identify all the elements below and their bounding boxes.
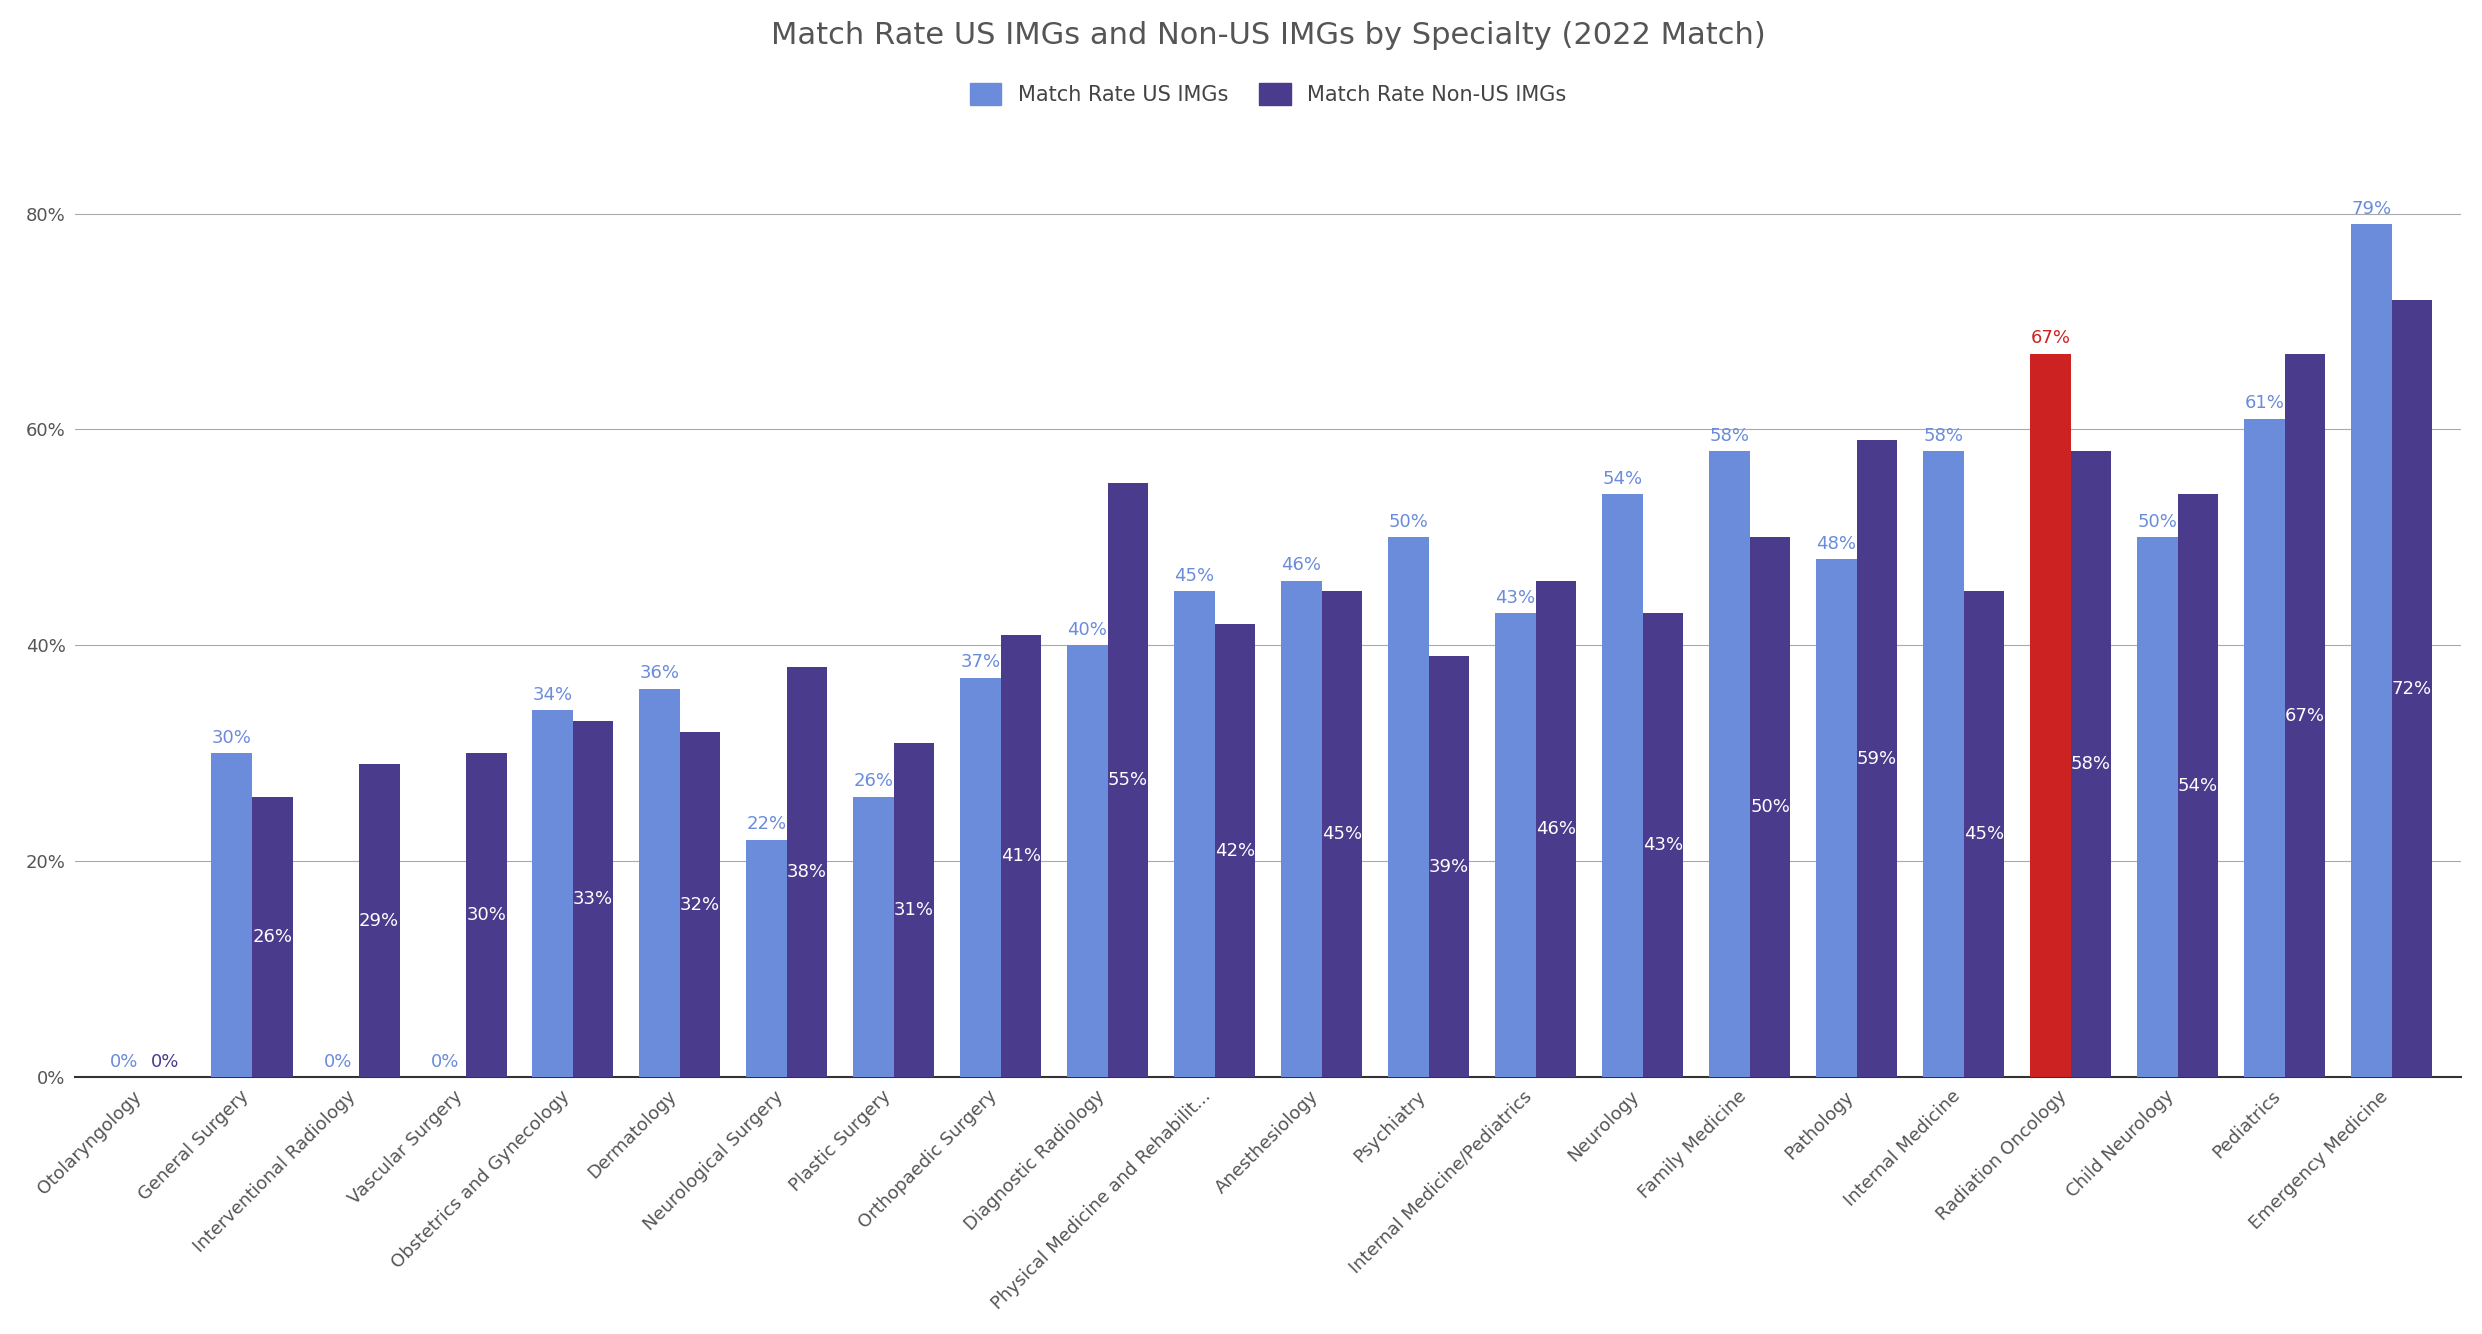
- Text: 30%: 30%: [467, 906, 506, 924]
- Bar: [2350, 224, 2393, 1078]
- Bar: [1281, 580, 1323, 1078]
- Text: 39%: 39%: [1430, 858, 1469, 876]
- Text: 38%: 38%: [787, 863, 827, 882]
- Text: 58%: 58%: [1924, 427, 1963, 444]
- Bar: [747, 840, 787, 1078]
- Bar: [680, 732, 720, 1078]
- Bar: [573, 722, 613, 1078]
- Bar: [1000, 635, 1042, 1078]
- Bar: [531, 710, 573, 1078]
- Bar: [1857, 440, 1896, 1078]
- Bar: [1710, 451, 1750, 1078]
- Text: 41%: 41%: [1000, 847, 1040, 864]
- Text: 67%: 67%: [2286, 707, 2326, 724]
- Text: 26%: 26%: [854, 772, 894, 790]
- Bar: [787, 667, 827, 1078]
- Bar: [854, 796, 894, 1078]
- Text: 43%: 43%: [1643, 836, 1683, 854]
- Text: 79%: 79%: [2350, 200, 2390, 217]
- Bar: [1924, 451, 1963, 1078]
- Text: 45%: 45%: [1963, 826, 2003, 843]
- Bar: [360, 764, 400, 1078]
- Bar: [2177, 495, 2219, 1078]
- Text: 58%: 58%: [2070, 755, 2112, 774]
- Text: 59%: 59%: [1857, 750, 1896, 768]
- Legend: Match Rate US IMGs, Match Rate Non-US IMGs: Match Rate US IMGs, Match Rate Non-US IM…: [961, 75, 1576, 113]
- Bar: [1067, 646, 1107, 1078]
- Text: 50%: 50%: [1387, 514, 1427, 531]
- Text: 61%: 61%: [2244, 395, 2283, 412]
- Text: 32%: 32%: [680, 895, 720, 914]
- Text: 72%: 72%: [2393, 679, 2432, 698]
- Text: 37%: 37%: [961, 654, 1000, 671]
- Bar: [961, 678, 1000, 1078]
- Text: 54%: 54%: [1603, 470, 1643, 488]
- Title: Match Rate US IMGs and Non-US IMGs by Specialty (2022 Match): Match Rate US IMGs and Non-US IMGs by Sp…: [772, 21, 1765, 49]
- Text: 40%: 40%: [1067, 620, 1107, 639]
- Bar: [1214, 624, 1256, 1078]
- Text: 0%: 0%: [109, 1053, 139, 1071]
- Text: 33%: 33%: [573, 890, 613, 908]
- Bar: [251, 796, 293, 1078]
- Text: 30%: 30%: [211, 728, 251, 747]
- Bar: [2137, 538, 2177, 1078]
- Text: 43%: 43%: [1494, 588, 1536, 607]
- Text: 29%: 29%: [360, 911, 400, 930]
- Bar: [2244, 419, 2283, 1078]
- Text: 0%: 0%: [432, 1053, 459, 1071]
- Bar: [2070, 451, 2112, 1078]
- Text: 58%: 58%: [1710, 427, 1750, 444]
- Bar: [1750, 538, 1790, 1078]
- Text: 22%: 22%: [747, 815, 787, 834]
- Bar: [1174, 591, 1214, 1078]
- Bar: [1430, 656, 1469, 1078]
- Bar: [1817, 559, 1857, 1078]
- Text: 36%: 36%: [640, 664, 680, 682]
- Bar: [640, 688, 680, 1078]
- Text: 31%: 31%: [894, 900, 933, 919]
- Bar: [1536, 580, 1576, 1078]
- Text: 54%: 54%: [2177, 776, 2219, 795]
- Bar: [467, 754, 506, 1078]
- Text: 45%: 45%: [1323, 826, 1363, 843]
- Bar: [1643, 614, 1683, 1078]
- Bar: [1601, 495, 1643, 1078]
- Bar: [2393, 300, 2432, 1078]
- Text: 50%: 50%: [2137, 514, 2177, 531]
- Bar: [1494, 614, 1536, 1078]
- Text: 34%: 34%: [534, 686, 573, 704]
- Bar: [211, 754, 251, 1078]
- Text: 42%: 42%: [1216, 842, 1256, 859]
- Text: 46%: 46%: [1536, 820, 1576, 838]
- Text: 50%: 50%: [1750, 799, 1790, 816]
- Bar: [1107, 483, 1149, 1078]
- Text: 26%: 26%: [253, 928, 293, 946]
- Text: 46%: 46%: [1281, 556, 1320, 574]
- Text: 45%: 45%: [1174, 567, 1214, 586]
- Text: 0%: 0%: [151, 1053, 179, 1071]
- Bar: [2283, 354, 2326, 1078]
- Text: 0%: 0%: [325, 1053, 352, 1071]
- Bar: [2030, 354, 2070, 1078]
- Text: 48%: 48%: [1817, 535, 1857, 552]
- Bar: [1963, 591, 2005, 1078]
- Text: 55%: 55%: [1107, 771, 1149, 790]
- Bar: [1387, 538, 1430, 1078]
- Bar: [894, 743, 933, 1078]
- Text: 67%: 67%: [2030, 329, 2070, 347]
- Bar: [1323, 591, 1363, 1078]
